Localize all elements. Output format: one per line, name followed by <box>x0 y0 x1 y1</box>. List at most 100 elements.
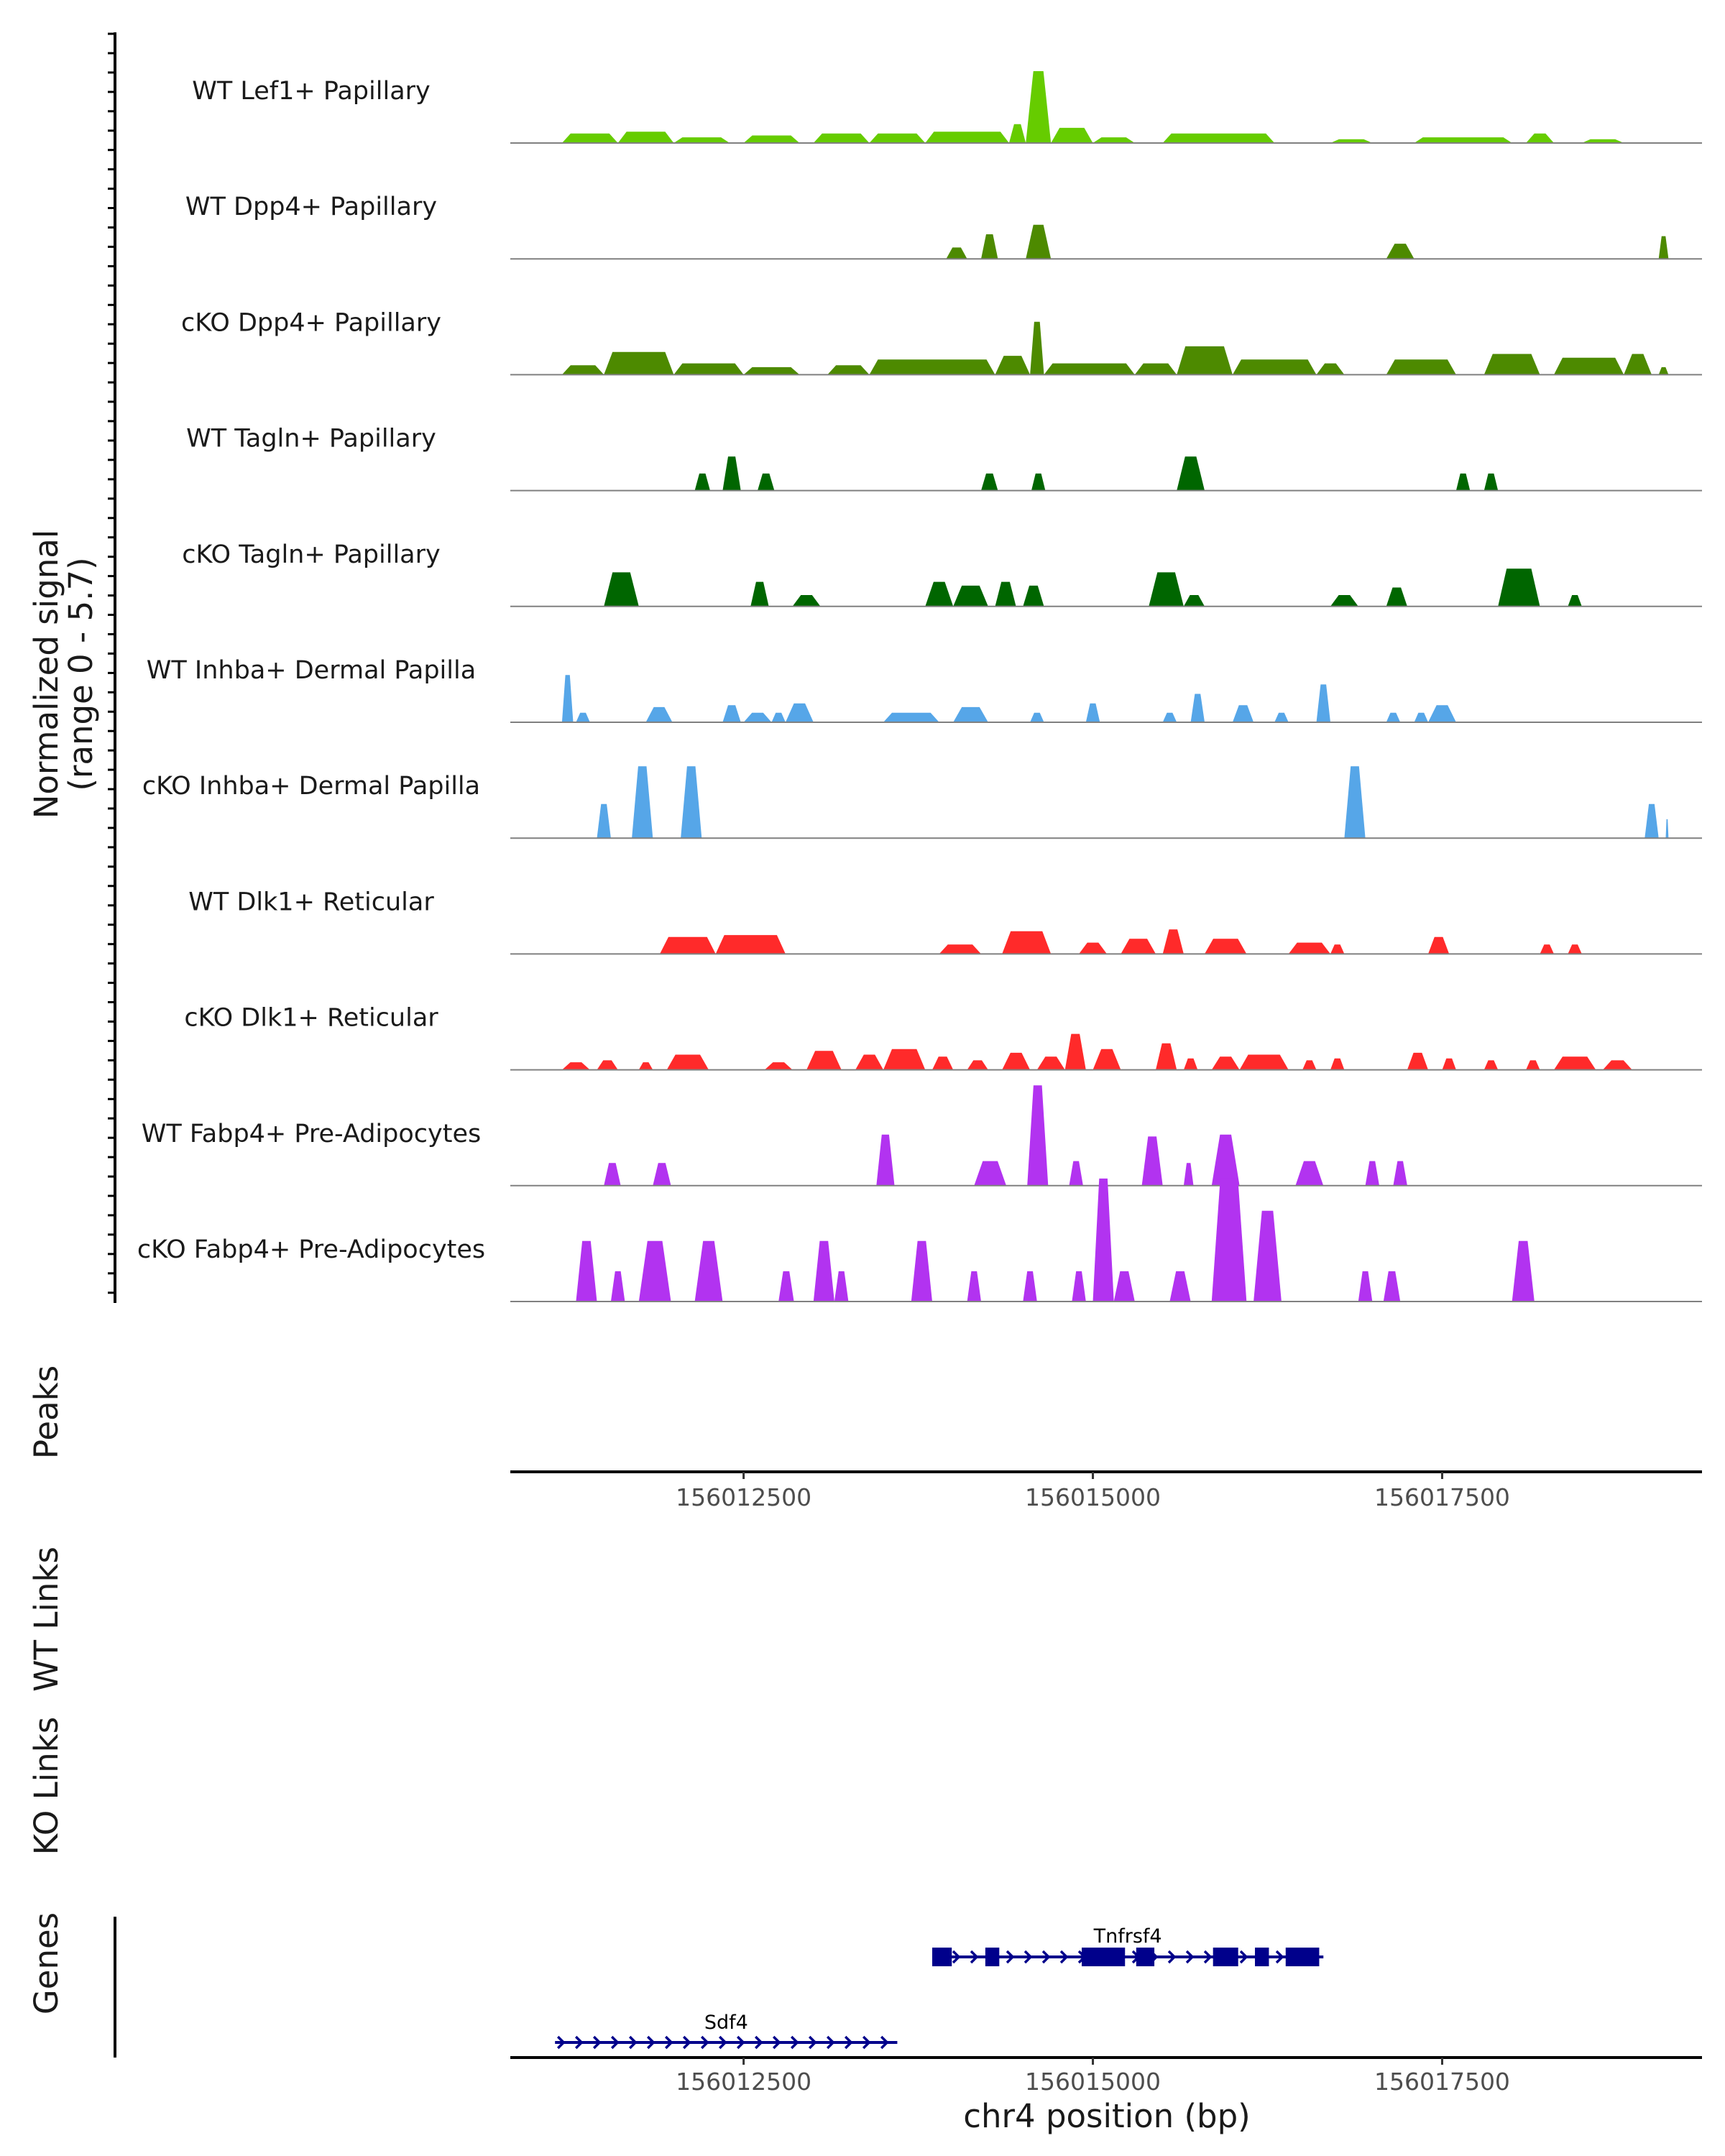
signal-peak <box>1079 942 1107 954</box>
signal-peak <box>946 247 967 259</box>
signal-peak <box>1211 1056 1240 1070</box>
track-4: cKO Tagln+ Papillary <box>182 540 1702 607</box>
y-axis-title: Normalized signal <box>27 530 65 819</box>
signal-peak <box>792 595 821 607</box>
signal-peak <box>1568 944 1582 954</box>
signal-peak <box>813 1240 834 1302</box>
signal-peak <box>1134 363 1177 375</box>
signal-peak <box>1386 712 1401 722</box>
strand-arrow <box>700 2035 709 2050</box>
signal-peak <box>967 1271 981 1302</box>
signal-peak <box>561 365 604 375</box>
signal-peak <box>743 712 772 722</box>
signal-peak <box>1026 224 1052 259</box>
signal-peak <box>855 1054 883 1070</box>
wt-links-panel-title: WT Links <box>27 1547 65 1692</box>
signal-peak <box>1072 1271 1086 1302</box>
signal-peak <box>1658 367 1669 375</box>
signal-peak <box>981 234 998 259</box>
signal-peak <box>1169 1271 1191 1302</box>
signal-peak <box>1177 346 1233 375</box>
signal-peak <box>827 365 870 375</box>
signal-peak <box>1484 1060 1499 1070</box>
signal-peak <box>1658 236 1669 259</box>
signal-peak <box>1092 137 1135 143</box>
exon <box>985 1948 1000 1966</box>
track-1: WT Dpp4+ Papillary <box>185 193 1702 260</box>
signal-peak <box>1190 694 1205 722</box>
genes-x-axis: 156012500 156015000 156017500 <box>510 2056 1702 2096</box>
signal-peak <box>1162 133 1275 143</box>
signal-peak <box>1624 354 1652 375</box>
signal-peak <box>953 706 988 722</box>
signal-peak <box>1177 456 1205 491</box>
signal-peak <box>1428 705 1456 722</box>
track-0: WT Lef1+ Papillary <box>192 71 1702 144</box>
x-tick-label: 156017500 <box>1374 1483 1510 1511</box>
strand-arrow <box>1275 1950 1284 1964</box>
track-label: WT Tagln+ Papillary <box>186 425 436 453</box>
signal-peak <box>925 132 1009 143</box>
x-axis-title: chr4 position (bp) <box>963 2097 1251 2135</box>
track-8: cKO Dlk1+ Reticular <box>184 1004 1702 1071</box>
signal-peak <box>1239 1054 1289 1070</box>
signal-peak <box>681 766 702 839</box>
signal-peak <box>1526 133 1554 143</box>
signal-peak <box>911 1240 932 1302</box>
signal-peak <box>604 351 674 375</box>
signal-peak <box>597 1060 618 1070</box>
signal-peak <box>1044 363 1135 375</box>
strand-arrow <box>790 2035 799 2050</box>
strand-arrow <box>952 1950 961 1964</box>
signal-peak <box>576 712 590 722</box>
track-2: cKO Dpp4+ Papillary <box>181 308 1702 376</box>
exon <box>1136 1948 1155 1966</box>
signal-peak <box>1064 1033 1086 1070</box>
x-tick-label: 156017500 <box>1374 2068 1510 2096</box>
exon <box>1255 1948 1269 1966</box>
strand-arrow <box>1239 1950 1248 1964</box>
signal-peak <box>1232 359 1317 375</box>
signal-peak <box>1540 944 1554 954</box>
gene-label: Tnfrsf4 <box>1093 1925 1162 1948</box>
signal-peak <box>1644 803 1659 839</box>
signal-peak <box>1051 127 1093 143</box>
track-label: cKO Inhba+ Dermal Papilla <box>142 772 480 801</box>
signal-peak <box>750 581 769 607</box>
signal-peak <box>722 705 741 722</box>
strand-arrow <box>880 2035 889 2050</box>
strand-arrow <box>718 2035 727 2050</box>
signal-peak <box>1512 1240 1535 1302</box>
signal-peak <box>1092 1178 1114 1302</box>
signal-peak <box>932 1056 954 1070</box>
strand-arrow <box>610 2035 620 2050</box>
signal-peak <box>576 1240 597 1302</box>
track-label: cKO Dpp4+ Papillary <box>181 308 441 337</box>
signal-peak <box>1484 354 1540 375</box>
signal-peak <box>617 132 674 143</box>
signal-peak <box>995 356 1031 375</box>
signal-peak <box>1407 1052 1428 1070</box>
signal-peak <box>1211 1134 1240 1186</box>
signal-peak <box>610 1271 625 1302</box>
strand-arrow <box>646 2035 656 2050</box>
signal-peak <box>806 1051 842 1070</box>
signal-peak <box>1386 587 1407 607</box>
signal-peak <box>604 572 639 607</box>
x-tick-label: 156015000 <box>1025 2068 1161 2096</box>
signal-peak <box>1365 1161 1379 1186</box>
signal-peak <box>778 1271 794 1302</box>
strand-arrow <box>1041 1950 1051 1964</box>
signal-peak <box>638 1062 653 1070</box>
signal-peak <box>743 367 800 375</box>
strand-arrow <box>1185 1950 1195 1964</box>
signal-peak <box>1414 137 1512 143</box>
signal-peak <box>1383 1271 1401 1302</box>
signal-peak <box>785 703 814 722</box>
strand-arrow <box>592 2035 602 2050</box>
track-5: WT Inhba+ Dermal Papilla <box>147 656 1702 723</box>
exon <box>1285 1948 1320 1966</box>
signal-peak <box>1162 712 1177 722</box>
signal-peak <box>1030 321 1044 375</box>
